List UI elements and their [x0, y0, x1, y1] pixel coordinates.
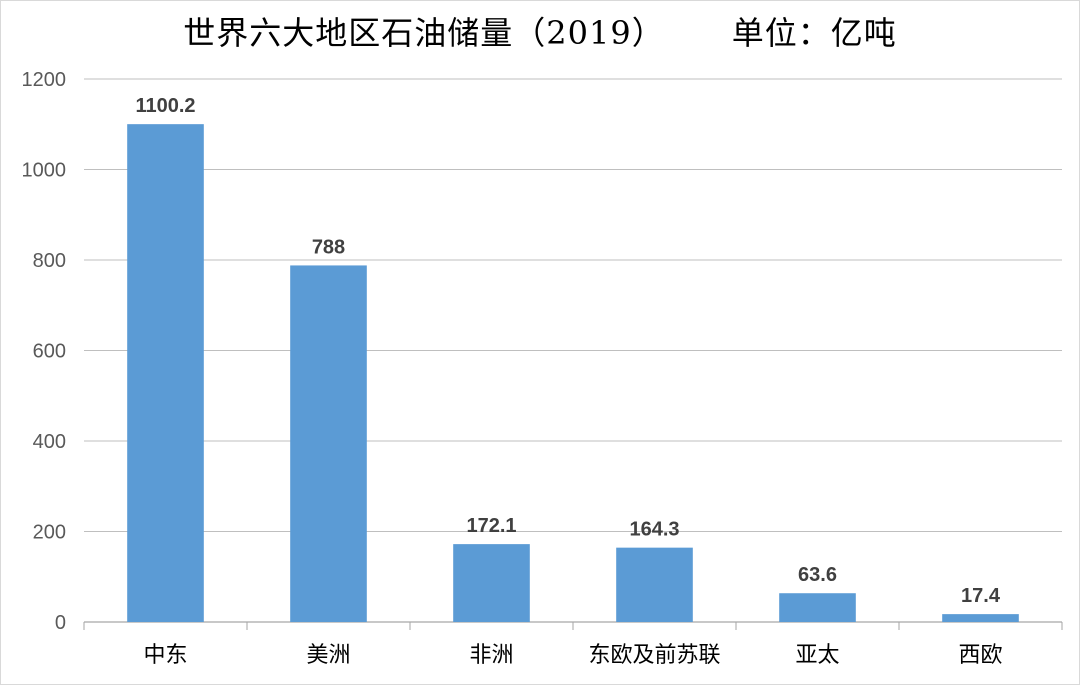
chart-title: 世界六大地区石油储量（2019） 单位：亿吨	[183, 14, 897, 52]
category-label-4: 亚太	[795, 643, 839, 668]
grid-layer	[83, 78, 1063, 630]
bar-0	[127, 124, 204, 623]
y-tick-label-1200: 1200	[22, 69, 67, 91]
data-label-3: 164.3	[629, 519, 679, 541]
label-layer: 0 200 400 600 800 1000 1200 1100.2 中东 788 美洲 172.1 非…	[22, 69, 1003, 668]
category-label-1: 美洲	[306, 643, 350, 668]
bar-2	[453, 544, 530, 622]
category-label-2: 非洲	[469, 643, 513, 668]
bar-3	[616, 547, 693, 622]
bar-4	[779, 593, 856, 622]
category-label-3: 东欧及前苏联	[588, 643, 720, 668]
data-label-2: 172.1	[466, 515, 516, 537]
category-label-5: 西欧	[958, 643, 1002, 668]
bar-1	[290, 265, 367, 622]
y-tick-label-1000: 1000	[22, 160, 67, 182]
y-tick-label-800: 800	[33, 250, 66, 272]
bar-layer	[127, 124, 1019, 623]
data-label-4: 63.6	[798, 564, 837, 586]
y-tick-label-0: 0	[55, 612, 66, 634]
data-label-5: 17.4	[961, 585, 1001, 607]
data-label-0: 1100.2	[135, 95, 195, 117]
data-label-1: 788	[312, 236, 345, 258]
y-tick-label-200: 200	[33, 522, 66, 544]
bar-5	[942, 614, 1019, 622]
y-tick-label-400: 400	[33, 431, 66, 453]
category-label-0: 中东	[143, 643, 187, 668]
y-tick-label-600: 600	[33, 341, 66, 363]
